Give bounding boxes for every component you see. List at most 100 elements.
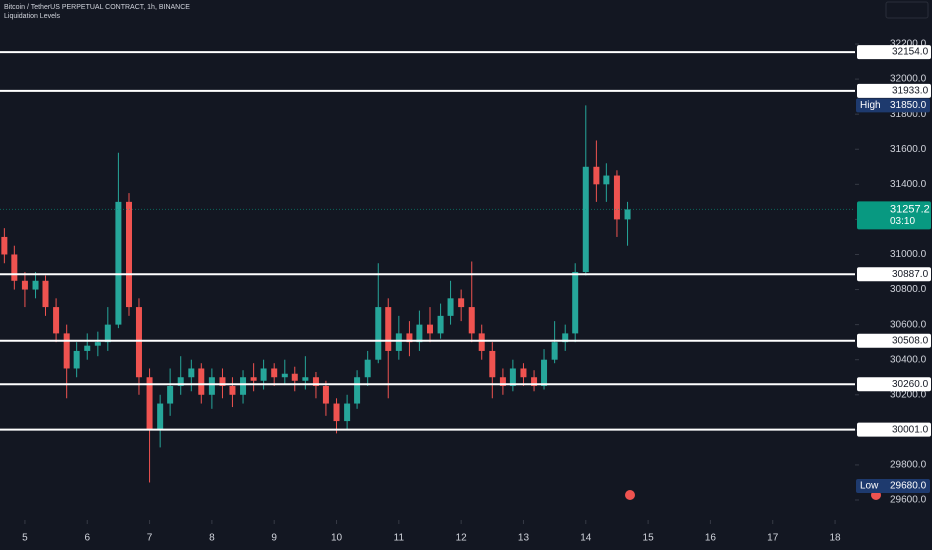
- x-tick-label: 13: [518, 533, 530, 544]
- candle-body: [167, 386, 174, 404]
- x-tick-label: 10: [331, 533, 343, 544]
- level-label: 30260.0: [892, 379, 929, 390]
- candle-body: [437, 315, 444, 334]
- x-tick-label: 7: [147, 533, 153, 544]
- marker-label: 29680.0: [890, 481, 927, 492]
- x-tick-label: 5: [22, 533, 28, 544]
- candle-body: [416, 324, 423, 343]
- level-label: 30887.0: [892, 269, 929, 280]
- y-tick-label: 31400.0: [890, 179, 927, 190]
- y-tick-label: 31600.0: [890, 144, 927, 155]
- candle-body: [11, 254, 18, 281]
- event-icon[interactable]: [625, 490, 635, 500]
- candle-body: [572, 272, 579, 334]
- candle-body: [312, 377, 319, 387]
- candle-body: [593, 166, 600, 185]
- candle-body: [624, 209, 631, 220]
- candle-body: [520, 368, 527, 378]
- last-price-label: 31257.2: [890, 203, 930, 215]
- candle-body: [146, 377, 153, 430]
- y-tick-label: 32000.0: [890, 74, 927, 85]
- candle-body: [125, 201, 132, 308]
- candle-body: [271, 368, 278, 378]
- candle-body: [541, 359, 548, 387]
- candle-body: [281, 373, 288, 378]
- candle-body: [1, 236, 8, 255]
- level-label-box: [857, 45, 931, 60]
- candle-body: [406, 333, 413, 343]
- level-label: 30508.0: [892, 335, 929, 346]
- x-tick-label: 14: [580, 533, 592, 544]
- candle-body: [613, 175, 620, 220]
- candle-body: [63, 333, 70, 369]
- level-label: 32154.0: [892, 47, 929, 58]
- candle-body: [375, 307, 382, 360]
- candle-body: [84, 345, 91, 351]
- level-label-box: [857, 83, 931, 98]
- marker-box: [856, 478, 930, 493]
- marker-box: [856, 98, 930, 113]
- candle-body: [385, 307, 392, 351]
- level-label-box: [857, 267, 931, 282]
- candle-body: [582, 166, 589, 273]
- x-tick-label: 6: [84, 533, 90, 544]
- candle-body: [354, 377, 361, 404]
- candle-body: [364, 359, 371, 378]
- candle-body: [208, 377, 215, 395]
- y-tick-label: 31800.0: [890, 109, 927, 120]
- y-tick-label: 30200.0: [890, 389, 927, 400]
- candle-body: [426, 324, 433, 334]
- last-price-box: [857, 201, 931, 230]
- candle-body: [478, 333, 485, 351]
- candle-body: [447, 298, 454, 316]
- y-tick-label: 29800.0: [890, 460, 927, 471]
- x-tick-label: 11: [394, 533, 405, 544]
- y-tick-label: 30800.0: [890, 284, 927, 295]
- y-tick-label: 31000.0: [890, 249, 927, 260]
- candle-body: [551, 342, 558, 360]
- candle-body: [32, 280, 39, 290]
- level-label: 31933.0: [892, 85, 929, 96]
- x-tick-label: 15: [643, 533, 655, 544]
- level-label-box: [857, 422, 931, 437]
- level-label-box: [857, 333, 931, 348]
- candle-body: [260, 368, 267, 381]
- candle-body: [135, 307, 142, 378]
- candle-body: [229, 386, 236, 395]
- marker-name: Low: [860, 481, 879, 492]
- candle-body: [302, 377, 309, 381]
- candle-body: [104, 324, 111, 343]
- marker-label: 31850.0: [890, 100, 927, 111]
- candle-body: [395, 333, 402, 351]
- candle-body: [531, 377, 538, 387]
- candle-body: [333, 403, 340, 422]
- y-tick-label: 30600.0: [890, 319, 927, 330]
- y-tick-label: 30400.0: [890, 354, 927, 365]
- candle-body: [53, 307, 60, 334]
- x-tick-label: 8: [209, 533, 215, 544]
- candle-body: [240, 377, 247, 395]
- x-tick-label: 16: [705, 533, 717, 544]
- candle-body: [344, 403, 351, 422]
- candle-body: [468, 307, 475, 334]
- indicator-name: Liquidation Levels: [4, 13, 61, 20]
- level-label: 30001.0: [892, 424, 929, 435]
- candle-body: [322, 386, 329, 404]
- toolbar-box[interactable]: [885, 1, 929, 19]
- candle-body: [198, 368, 205, 395]
- candle-body: [115, 201, 122, 325]
- candle-body: [219, 377, 226, 387]
- candle-body: [489, 350, 496, 378]
- y-tick-label: 29600.0: [890, 495, 927, 506]
- candle-body: [94, 342, 101, 346]
- x-tick-label: 12: [456, 533, 468, 544]
- candle-body: [188, 368, 195, 378]
- chart-title: Bitcoin / TetherUS PERPETUAL CONTRACT, 1…: [4, 4, 190, 11]
- candle-body: [603, 175, 610, 185]
- candle-body: [509, 368, 516, 387]
- candle-body: [499, 377, 506, 387]
- candle-body: [42, 280, 49, 308]
- countdown: 03:10: [890, 216, 915, 227]
- level-label-box: [857, 377, 931, 392]
